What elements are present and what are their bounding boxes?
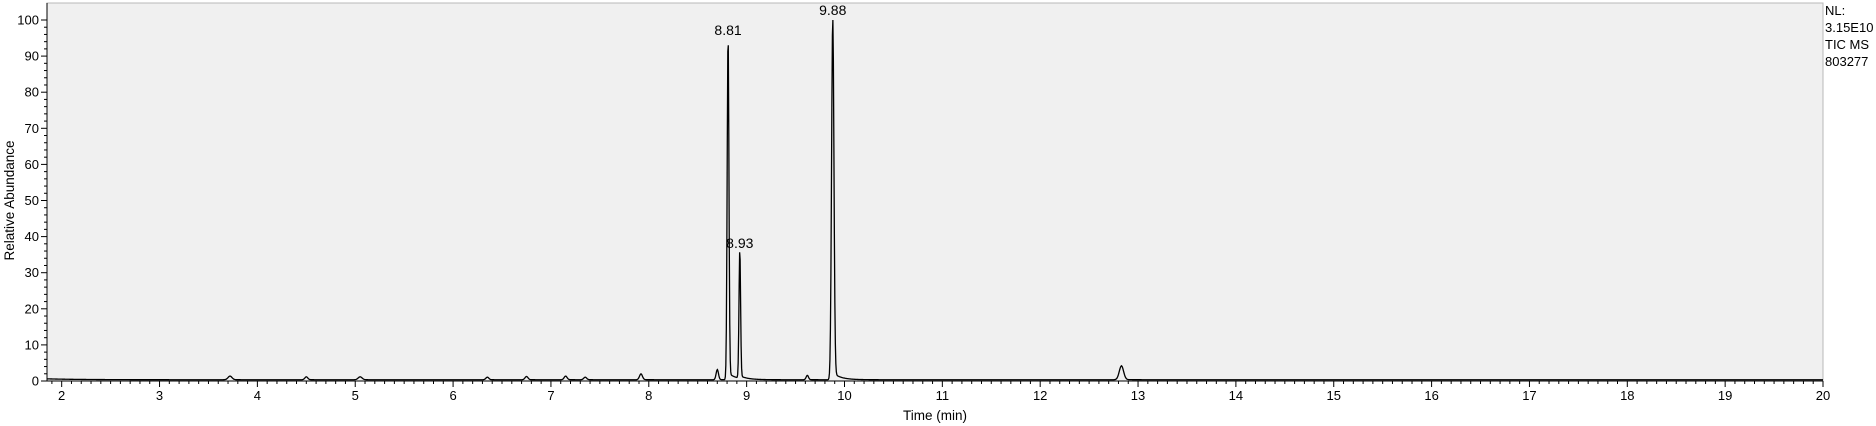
x-tick-label: 14 (1229, 388, 1243, 403)
y-tick-label: 70 (25, 121, 39, 136)
x-tick-label: 19 (1718, 388, 1732, 403)
y-axis-ticks: 0 10 20 30 40 50 60 70 80 90 100 (17, 13, 47, 389)
scan-filter: TIC MS (1825, 37, 1870, 52)
y-tick-label: 90 (25, 49, 39, 64)
nl-label: NL: (1825, 3, 1846, 18)
peak-label: 9.88 (819, 2, 846, 18)
x-tick-label: 6 (449, 388, 456, 403)
x-tick-label: 2 (58, 388, 65, 403)
x-tick-label: 5 (352, 388, 359, 403)
x-tick-label: 16 (1424, 388, 1438, 403)
y-tick-label: 80 (25, 85, 39, 100)
y-tick-label: 30 (25, 265, 39, 280)
y-tick-label: 100 (17, 13, 39, 28)
y-tick-label: 50 (25, 193, 39, 208)
x-tick-label: 8 (645, 388, 652, 403)
x-tick-label: 18 (1620, 388, 1634, 403)
x-tick-label: 9 (743, 388, 750, 403)
y-tick-label: 20 (25, 301, 39, 316)
y-axis-title: Relative Abundance (2, 140, 17, 260)
x-tick-label: 7 (547, 388, 554, 403)
x-axis-title: Time (min) (903, 408, 967, 423)
peak-label: 8.81 (714, 22, 741, 38)
x-tick-label: 11 (936, 388, 950, 403)
nl-value: 3.15E10 (1825, 20, 1874, 35)
x-tick-label: 20 (1816, 388, 1830, 403)
x-axis-ticks: 2 3 4 5 6 7 8 9 10 11 12 13 14 15 16 17 18 19 20 (51, 381, 1830, 403)
peak-label: 8.93 (726, 235, 753, 251)
x-tick-label: 15 (1327, 388, 1341, 403)
tic-trace (46, 19, 1823, 381)
y-tick-label: 10 (25, 337, 39, 352)
y-tick-label: 0 (32, 374, 39, 389)
normalization-info: NL: 3.15E10 TIC MS 803277 (1825, 2, 1873, 70)
x-tick-label: 10 (837, 388, 851, 403)
x-tick-label: 3 (156, 388, 163, 403)
x-tick-label: 13 (1131, 388, 1145, 403)
raw-file-id: 803277 (1825, 54, 1869, 69)
x-tick-label: 17 (1522, 388, 1536, 403)
peak-labels: 8.81 8.93 9.88 (714, 2, 846, 251)
y-tick-label: 40 (25, 229, 39, 244)
y-tick-label: 60 (25, 157, 39, 172)
x-tick-label: 4 (254, 388, 261, 403)
x-tick-label: 12 (1033, 388, 1047, 403)
plot-area (46, 2, 1824, 382)
